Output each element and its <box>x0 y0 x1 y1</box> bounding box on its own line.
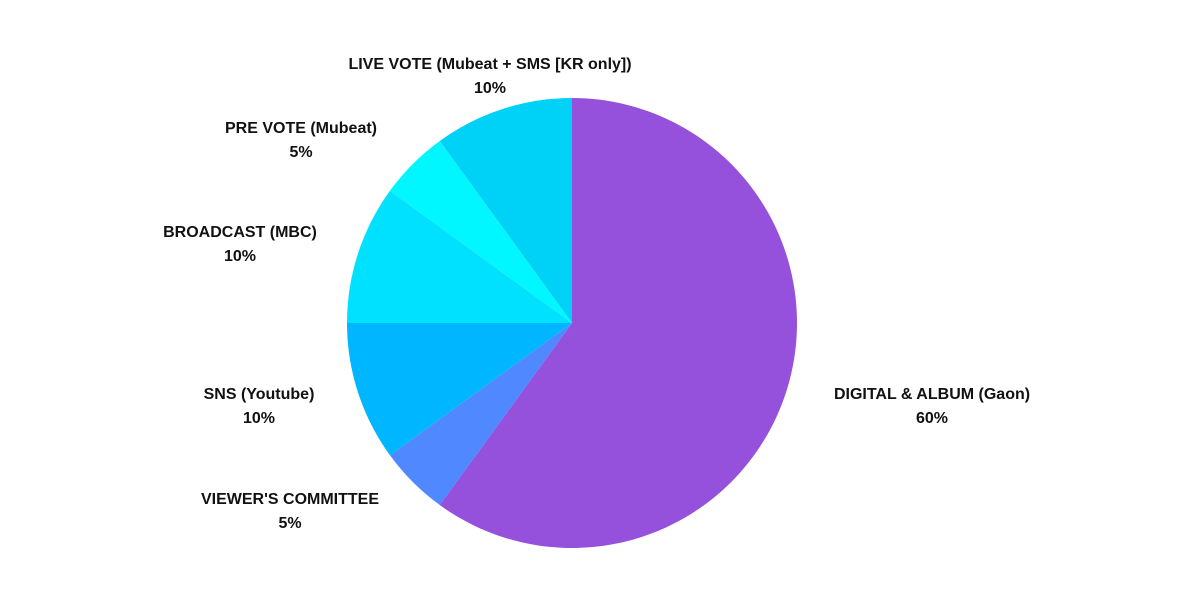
pie-slice <box>347 190 572 323</box>
slice-label-value: 60% <box>916 410 948 427</box>
slice-label-name: VIEWER'S COMMITTEE <box>201 491 379 508</box>
slice-label-value: 10% <box>474 80 506 97</box>
slice-label-name: DIGITAL & ALBUM (Gaon) <box>834 386 1030 403</box>
pie-slices <box>347 98 798 548</box>
slice-labels: DIGITAL & ALBUM (Gaon) 60% VIEWER'S COMMIT… <box>163 56 1030 532</box>
slice-label-name: SNS (Youtube) <box>204 386 315 403</box>
slice-label-value: 5% <box>289 144 312 161</box>
pie-slice <box>439 98 572 323</box>
slice-label-name: BROADCAST (MBC) <box>163 224 317 241</box>
slice-label-value: 5% <box>278 515 301 532</box>
slice-label-value: 10% <box>224 248 256 265</box>
pie-slice <box>347 323 572 456</box>
slice-label-value: 10% <box>243 410 275 427</box>
pie-slice <box>439 98 798 548</box>
slice-label-name: LIVE VOTE (Mubeat + SMS [KR only]) <box>348 56 631 73</box>
pie-slice <box>389 323 572 506</box>
slice-label-name: PRE VOTE (Mubeat) <box>225 120 377 137</box>
pie-slice <box>389 140 572 323</box>
